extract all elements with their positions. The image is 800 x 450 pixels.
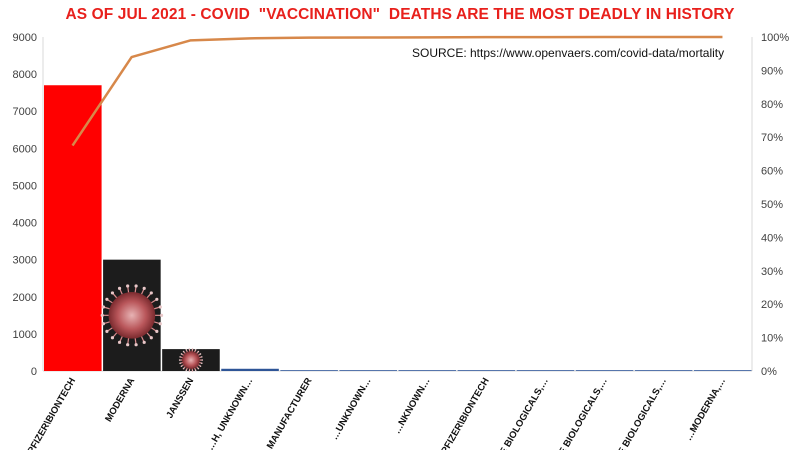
y2-tick-label: 30% bbox=[761, 266, 783, 278]
x-tick-label: …MODERNA,… bbox=[683, 376, 728, 443]
y2-tick-label: 100% bbox=[761, 32, 789, 44]
cumulative-line bbox=[71, 35, 723, 147]
x-tick-label: …MANUFACTURER bbox=[260, 376, 314, 450]
virus-icon bbox=[178, 348, 204, 373]
y2-tick-label: 80% bbox=[761, 99, 783, 111]
y-tick-label: 6000 bbox=[13, 143, 37, 155]
bar bbox=[516, 370, 575, 371]
y2-tick-label: 60% bbox=[761, 166, 783, 178]
bar bbox=[634, 370, 693, 371]
bar bbox=[339, 370, 397, 371]
x-tick-label: …UNKNOWN… bbox=[329, 376, 373, 442]
virus-icon bbox=[100, 284, 164, 347]
y-tick-label: 7000 bbox=[13, 106, 37, 118]
y-tick-label: 0 bbox=[31, 366, 37, 378]
x-tick-label: …E BIOLOGICALS,… bbox=[552, 376, 610, 450]
y-tick-label: 9000 bbox=[13, 32, 37, 44]
bar bbox=[575, 370, 634, 371]
x-tick-label: PFIZER\BIONTECH bbox=[26, 376, 79, 450]
x-tick-label: …NKNOWN… bbox=[392, 376, 433, 436]
y-tick-label: 4000 bbox=[13, 218, 37, 230]
bar bbox=[280, 370, 338, 371]
bar bbox=[398, 370, 457, 371]
y2-tick-label: 0% bbox=[761, 366, 777, 378]
y-tick-label: 1000 bbox=[13, 329, 37, 341]
x-tick-label: JANSSEN bbox=[164, 376, 196, 420]
y2-tick-label: 40% bbox=[761, 232, 783, 244]
x-tick-label: …PFIZER\BIONTECH bbox=[434, 376, 491, 450]
bar bbox=[693, 370, 752, 371]
y-tick-label: 3000 bbox=[13, 255, 37, 267]
x-tick-label: …H, UNKNOWN… bbox=[205, 376, 255, 450]
y2-tick-label: 10% bbox=[761, 333, 783, 345]
chart-title: AS OF JUL 2021 - COVID "VACCINATION" DEA… bbox=[65, 6, 735, 23]
y2-tick-label: 70% bbox=[761, 132, 783, 144]
bar bbox=[44, 85, 102, 371]
x-tick-label: …E BIOLOGICALS,… bbox=[611, 376, 669, 450]
x-tick-label: …E BIOLOGICALS,… bbox=[493, 376, 551, 450]
y2-tick-label: 20% bbox=[761, 299, 783, 311]
source-annotation: SOURCE: https://www.openvaers.com/covid-… bbox=[412, 46, 724, 60]
bar bbox=[457, 370, 516, 371]
y2-tick-label: 50% bbox=[761, 199, 783, 211]
y2-tick-label: 90% bbox=[761, 65, 783, 77]
y-tick-label: 5000 bbox=[13, 180, 37, 192]
bar bbox=[100, 259, 164, 371]
bar bbox=[221, 368, 279, 371]
y-tick-label: 2000 bbox=[13, 292, 37, 304]
bar bbox=[162, 348, 220, 373]
y-tick-label: 8000 bbox=[13, 69, 37, 81]
x-tick-label: MODERNA bbox=[103, 376, 137, 424]
